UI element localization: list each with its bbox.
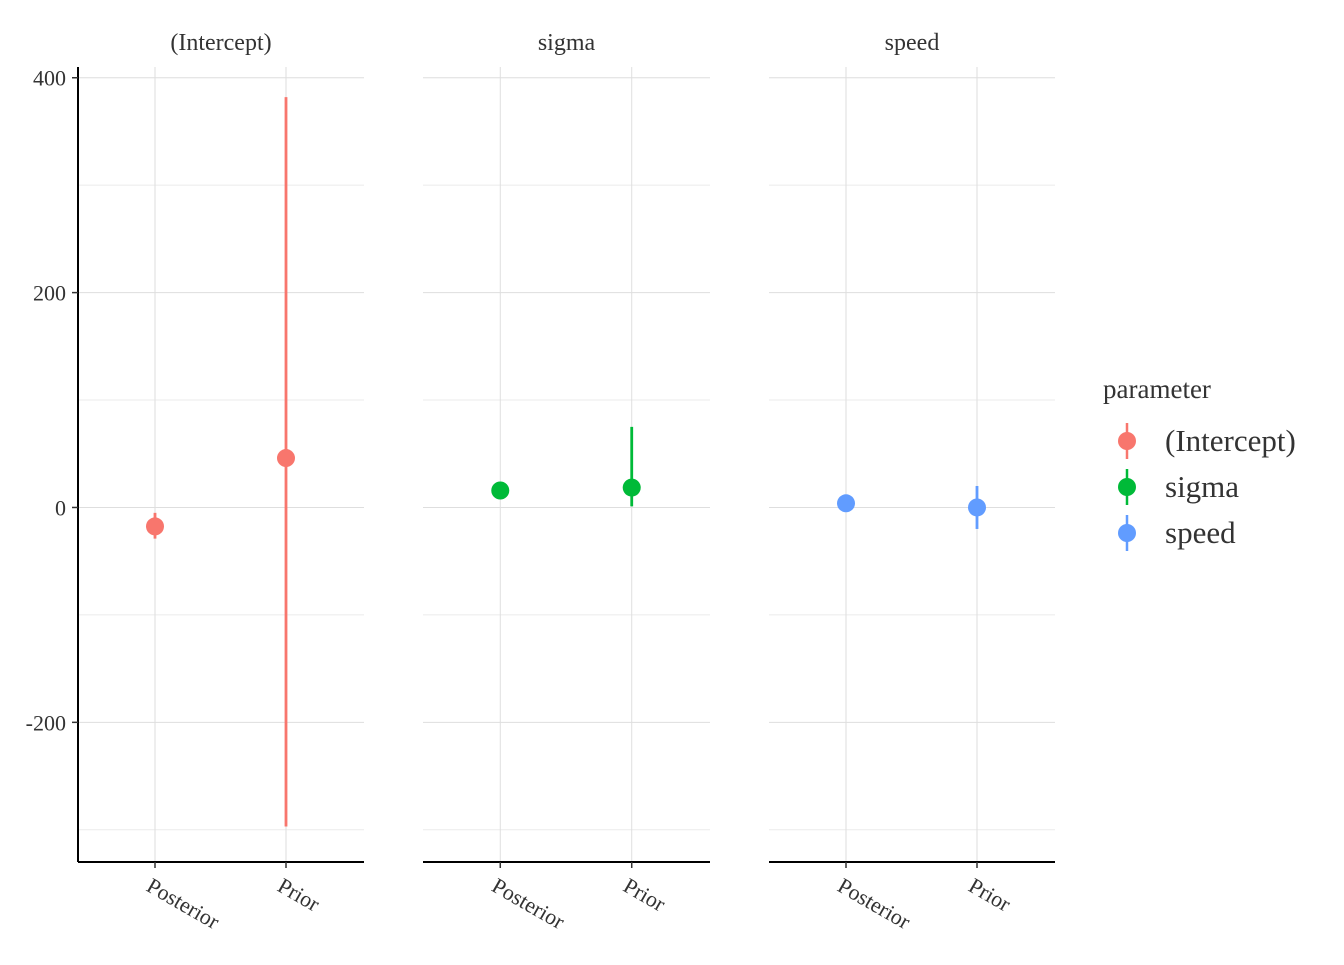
x-tick-label: Posterior: [488, 873, 570, 935]
x-tick-label: Posterior: [143, 873, 225, 935]
point-estimate: [968, 498, 986, 517]
x-tick-label: Prior: [619, 873, 670, 917]
legend-label: sigma: [1165, 469, 1239, 504]
point-estimate: [837, 494, 855, 513]
x-tick-label: Posterior: [834, 873, 916, 935]
point-estimate: [491, 481, 510, 500]
point-estimate: [277, 449, 295, 468]
legend-label: (Intercept): [1165, 423, 1296, 458]
facet-title: sigma: [538, 30, 596, 56]
y-tick-label: 0: [55, 495, 66, 520]
point-estimate: [622, 478, 641, 497]
legend-key-point: [1118, 524, 1136, 542]
legend-key-point: [1118, 478, 1136, 496]
legend-title: parameter: [1103, 374, 1211, 404]
x-tick-label: Prior: [274, 873, 325, 917]
y-tick-label: -200: [26, 710, 66, 735]
point-estimate: [146, 517, 164, 536]
x-tick-label: Prior: [965, 873, 1016, 917]
facet-title: (Intercept): [170, 30, 271, 56]
y-tick-label: 400: [33, 66, 66, 91]
legend-label: speed: [1165, 515, 1236, 550]
y-tick-label: 200: [33, 281, 66, 306]
facet-title: speed: [885, 30, 940, 56]
legend-key-point: [1118, 432, 1136, 450]
